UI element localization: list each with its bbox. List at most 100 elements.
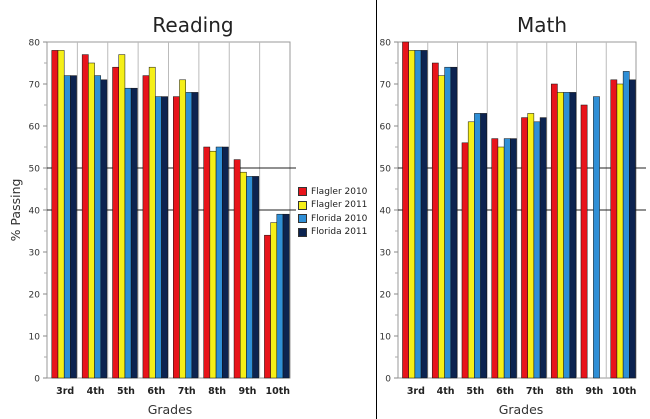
bar-flagler-2011-8th [209,150,217,379]
x-tick-label: 9th [238,386,256,397]
bar-florida-2010-8th [215,146,223,379]
y-tick-label: 50 [380,165,392,175]
bar-flagler-2010-4th [431,62,439,379]
bar-flagler-2011-4th [88,62,95,379]
bar-florida-2011-3rd [420,50,428,379]
bar-florida-2010-6th [155,96,162,379]
y-tick-label: 70 [29,81,41,91]
legend-label: Flagler 2011 [311,200,368,211]
bar-flagler-2011-5th [467,121,475,379]
bar-florida-2011-6th [510,138,517,379]
bar-flagler-2011-4th [438,75,445,379]
x-tick-label: 4th [87,386,105,397]
legend-item: Florida 2011 [298,226,378,240]
legend-swatch [298,200,307,210]
bar-florida-2010-10th [276,213,284,379]
bar-florida-2010-8th [563,92,571,379]
bar-florida-2010-5th [474,113,481,379]
x-tick-label: 5th [466,386,484,397]
bar-flagler-2010-6th [491,138,499,379]
bar-florida-2010-3rd [414,50,422,379]
y-tick-label: 50 [29,165,41,175]
bar-flagler-2010-5th [461,142,469,379]
chart-panel-1: 0 10 20 30 40 50 60 70 80 3rd 4th 5th 6th 7th 8th 9th 10… [380,13,646,417]
y-tick-label: 40 [380,207,392,217]
bar-flagler-2010-8th [203,146,211,379]
x-tick-label: 3rd [56,386,74,397]
bar-flagler-2011-6th [497,146,505,379]
x-tick-label: 10th [612,386,637,397]
bar-flagler-2010-6th [142,75,150,379]
bar-flagler-2011-3rd [408,50,416,379]
y-tick-label: 80 [380,39,392,49]
y-tick-label: 70 [380,81,392,91]
x-tick-label: 5th [117,386,135,397]
chart-panel-0: 0 10 20 30 40 50 60 70 80 3rd 4th 5th 6th 7th 8th 9th 10… [8,13,296,417]
bar-florida-2010-4th [444,66,452,379]
y-tick-label: 0 [34,375,40,385]
x-tick-label: 3rd [407,386,425,397]
bar-florida-2011-5th [480,113,488,379]
y-tick-label: 20 [380,291,392,301]
x-tick-label: 6th [147,386,165,397]
y-tick-label: 10 [380,333,392,343]
bar-flagler-2011-5th [118,54,126,379]
x-tick-label: 4th [437,386,455,397]
bar-florida-2011-8th [222,146,229,379]
bar-florida-2011-10th [282,213,290,379]
bar-flagler-2011-8th [557,92,564,379]
panel-divider [376,0,377,419]
y-tick-label: 30 [29,249,41,259]
bar-florida-2010-4th [94,75,102,379]
bar-florida-2010-6th [503,138,511,379]
y-tick-label: 40 [29,207,41,217]
x-tick-label: 6th [496,386,514,397]
bar-flagler-2011-7th [527,113,535,379]
y-tick-label: 20 [29,291,41,301]
y-tick-label: 80 [29,39,41,49]
bar-florida-2011-3rd [70,75,77,379]
legend-label: Florida 2010 [311,213,368,224]
x-tick-label: 8th [556,386,574,397]
bar-flagler-2010-3rd [51,50,59,379]
x-tick-label: 7th [178,386,196,397]
legend-swatch [298,187,307,197]
legend: Flagler 2010 Flagler 2011 Florida 2010 Flor… [298,185,378,239]
legend-label: Florida 2011 [311,227,368,238]
y-tick-label: 60 [29,123,41,133]
bar-florida-2010-10th [622,71,630,379]
bar-florida-2011-6th [161,96,168,379]
bar-florida-2011-7th [539,117,547,379]
chart-title: Reading [152,13,233,37]
y-tick-label: 10 [29,333,41,343]
bar-florida-2010-7th [533,121,541,379]
bar-flagler-2011-7th [179,79,186,379]
x-axis-label: Grades [499,402,544,417]
x-tick-label: 10th [266,386,291,397]
bar-flagler-2011-6th [148,66,156,379]
bar-flagler-2011-9th [239,171,247,379]
bar-florida-2010-7th [185,92,193,379]
x-tick-label: 9th [585,386,603,397]
chart-title: Math [517,13,567,37]
legend-item: Florida 2010 [298,212,378,226]
bar-flagler-2010-3rd [402,41,409,379]
bar-florida-2011-10th [629,79,636,379]
bar-flagler-2010-4th [81,54,89,379]
bar-flagler-2010-7th [521,117,528,379]
bar-flagler-2010-5th [112,66,119,379]
bar-florida-2010-5th [124,87,132,379]
bar-flagler-2010-10th [264,234,271,379]
bar-florida-2011-5th [130,87,138,379]
legend-item: Flagler 2011 [298,199,378,213]
x-axis-label: Grades [148,402,193,417]
bar-flagler-2010-7th [173,96,180,379]
legend-swatch [298,214,307,224]
x-tick-label: 8th [208,386,226,397]
bar-florida-2010-9th [593,96,600,379]
legend-label: Flagler 2010 [311,186,368,197]
bar-florida-2011-4th [450,66,458,379]
bar-florida-2011-4th [100,79,108,379]
bar-florida-2011-9th [252,176,260,379]
